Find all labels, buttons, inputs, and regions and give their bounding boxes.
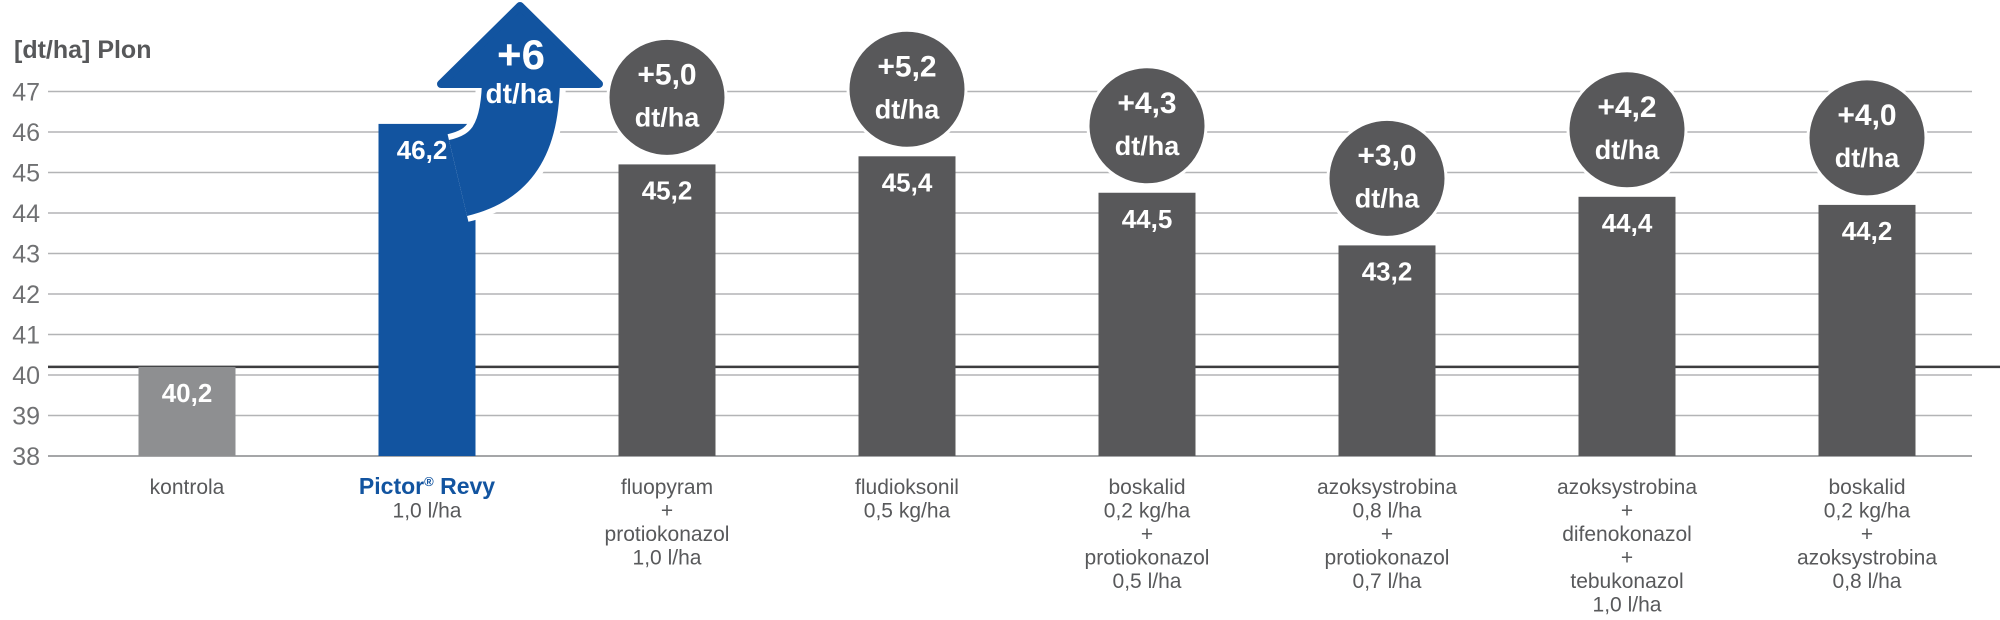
delta-unit: dt/ha	[1835, 143, 1900, 173]
bar-control	[138, 366, 236, 456]
y-tick-label: 45	[12, 160, 40, 188]
category-label-line: +	[1861, 523, 1873, 546]
category-label-line: +	[1141, 523, 1153, 546]
delta-value: +4,3	[1117, 87, 1176, 120]
bar-value-label: 43,2	[1362, 256, 1413, 286]
delta-value: +3,0	[1357, 139, 1416, 172]
delta-circle	[606, 36, 728, 158]
category-label-line: 0,8 l/ha	[1833, 570, 1902, 593]
category-label-line: +	[661, 500, 673, 523]
bar-value-label: 45,2	[642, 175, 693, 205]
delta-unit: dt/ha	[1115, 131, 1180, 161]
bar-standard	[858, 156, 956, 457]
category-label-brand: Pictor® Revy	[359, 473, 495, 499]
category-label-line: azoksystrobina	[1797, 547, 1937, 570]
delta-value: +4,0	[1837, 99, 1896, 132]
category-label-line: difenokonazol	[1562, 523, 1692, 546]
category-label-line: fludioksonil	[855, 476, 959, 499]
category-label-line: 0,8 l/ha	[1353, 500, 1422, 523]
category-label-line: +	[1621, 500, 1633, 523]
delta-circle	[1326, 117, 1448, 239]
category-label-line: 0,7 l/ha	[1353, 570, 1422, 593]
bar-value-label: 40,2	[162, 378, 213, 408]
category-label-line: boskalid	[1108, 476, 1185, 499]
category-label-line: fluopyram	[621, 476, 713, 499]
category-label-line: +	[1381, 523, 1393, 546]
category-label-line: 0,5 l/ha	[1113, 570, 1182, 593]
category-label-line: azoksystrobina	[1557, 476, 1697, 499]
delta-value: +5,2	[877, 50, 936, 83]
category-label-line: kontrola	[150, 476, 225, 499]
bar-value-label: 45,4	[882, 167, 933, 197]
delta-circle	[846, 28, 968, 150]
category-label-line: tebukonazol	[1570, 570, 1683, 593]
bar-standard	[1578, 196, 1676, 457]
category-label-line: 1,0 l/ha	[393, 500, 462, 523]
delta-value: +5,0	[637, 58, 696, 91]
bar-standard	[1338, 245, 1436, 456]
category-label-line: protiokonazol	[1325, 547, 1450, 570]
arrow-delta-unit: dt/ha	[486, 78, 553, 109]
bar-standard	[1818, 204, 1916, 456]
bar-standard	[1098, 192, 1196, 456]
delta-unit: dt/ha	[1355, 183, 1420, 213]
delta-unit: dt/ha	[875, 94, 940, 124]
y-tick-label: 47	[12, 79, 40, 107]
y-tick-label: 46	[12, 119, 40, 147]
bar-value-label: 44,5	[1122, 204, 1173, 234]
y-tick-label: 42	[12, 281, 40, 309]
bar-value-label: 44,4	[1602, 208, 1653, 238]
category-label-line: protiokonazol	[605, 523, 730, 546]
bar-standard	[618, 164, 716, 456]
delta-unit: dt/ha	[1595, 135, 1660, 165]
category-label-line: +	[1621, 547, 1633, 570]
arrow-head	[437, 2, 603, 88]
y-axis-title: [dt/ha] Plon	[14, 36, 152, 64]
delta-unit: dt/ha	[635, 102, 700, 132]
y-tick-label: 44	[12, 200, 40, 228]
category-label-line: 1,0 l/ha	[633, 547, 702, 570]
category-label-line: 0,5 kg/ha	[864, 500, 951, 523]
bar-value-label: 46,2	[397, 135, 448, 165]
y-tick-label: 38	[12, 443, 40, 471]
category-label-line: 1,0 l/ha	[1593, 594, 1662, 617]
delta-circle	[1566, 69, 1688, 191]
category-label-line: 0,2 kg/ha	[1104, 500, 1191, 523]
arrow-delta-value: +6	[497, 31, 545, 78]
y-tick-label: 40	[12, 362, 40, 390]
category-label-line: boskalid	[1828, 476, 1905, 499]
y-tick-label: 41	[12, 322, 40, 350]
delta-circle	[1806, 77, 1928, 199]
category-label-line: azoksystrobina	[1317, 476, 1457, 499]
y-tick-label: 39	[12, 403, 40, 431]
y-tick-label: 43	[12, 241, 40, 269]
bar-value-label: 44,2	[1842, 216, 1893, 246]
delta-value: +4,2	[1597, 91, 1656, 124]
category-label-line: 0,2 kg/ha	[1824, 500, 1911, 523]
category-label-line: protiokonazol	[1085, 547, 1210, 570]
delta-circle	[1086, 65, 1208, 187]
arrow-shaft	[447, 75, 560, 216]
